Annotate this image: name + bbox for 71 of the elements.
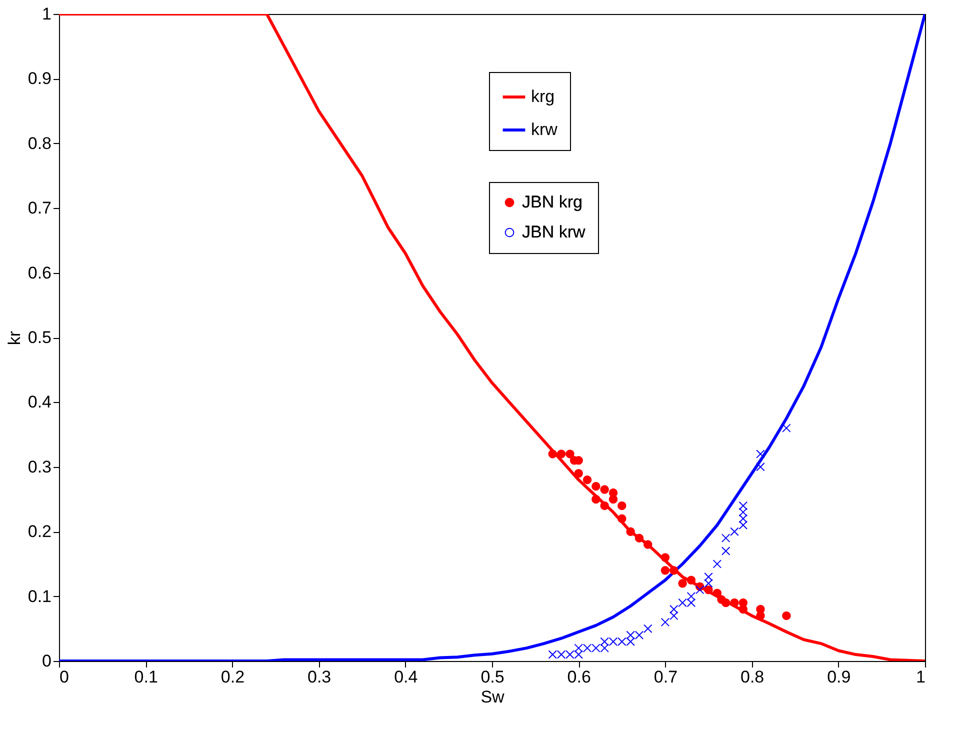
point [634,534,644,542]
point [782,611,791,620]
point [704,585,713,594]
point [582,475,592,484]
x-tick-label: 0.3 [307,668,332,686]
point [592,494,600,504]
point [660,618,670,627]
point [644,624,652,634]
point [738,514,748,524]
point [600,485,609,494]
y-tick-label: 0.9 [28,69,52,88]
point [695,585,704,594]
point [660,566,670,575]
y-tick-label: 0.6 [28,263,52,282]
point [686,576,696,584]
point [556,450,566,458]
point [704,572,713,582]
y-tick-label: 0 [42,652,52,670]
x-tick-label: 0.4 [394,668,418,686]
point [592,482,600,491]
point [721,534,730,542]
x-tick-label: 0.6 [567,668,591,686]
point [721,598,730,608]
y-tick-label: 0.1 [28,586,52,606]
x-tick-label: 0.9 [827,668,851,686]
point [548,450,557,458]
y-tick-label: 0.5 [28,328,52,347]
point [782,424,791,432]
point [600,501,609,510]
point [644,540,652,549]
point [730,598,739,608]
y-axis-title: kr [4,330,24,346]
point [669,566,678,575]
x-tick-label: 0.8 [740,668,764,686]
y-tick-label: 0.2 [28,522,52,542]
y-tick-label: 0.7 [28,198,52,218]
legend-label: JBN krg [522,192,582,212]
point [756,450,765,458]
point [669,604,678,614]
y-tick-label: 0.3 [28,457,52,476]
point [756,462,765,472]
point [738,501,748,510]
legend-label: JBN krw [522,222,586,242]
point [618,501,626,510]
point [618,514,626,524]
point [566,450,574,458]
y-tick-label: 0.8 [28,134,52,153]
point [721,546,730,556]
x-axis-title: Sw [480,688,506,706]
point [738,520,748,530]
point [730,527,739,536]
point [660,553,670,562]
point [712,588,722,598]
point [738,508,748,517]
point [712,560,722,568]
point [626,527,635,536]
x-tick-label: 0 [60,668,69,686]
point [669,611,678,620]
point [686,592,696,601]
legend-label: krg [531,87,555,106]
x-tick-label: 0.5 [480,668,504,686]
y-tick-label: 1 [42,4,52,24]
point [704,578,713,588]
x-tick-label: 0.7 [654,668,678,686]
point [678,578,687,588]
y-tick-label: 0.4 [28,392,52,412]
x-tick-label: 1 [916,668,926,686]
x-tick-label: 0.1 [134,668,158,686]
point [574,469,583,478]
x-tick-label: 0.2 [220,668,245,686]
legend-label: krw [531,120,558,139]
